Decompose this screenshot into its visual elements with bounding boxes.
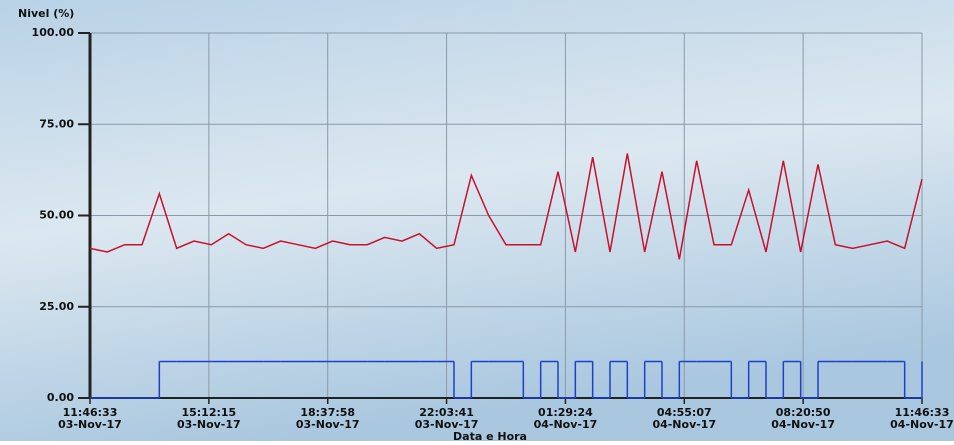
x-tick-label: 03-Nov-17 xyxy=(177,418,241,431)
y-tick-label: 0.00 xyxy=(47,391,74,404)
x-tick-label: 04-Nov-17 xyxy=(534,418,598,431)
chart-title: Nivel (%) xyxy=(18,7,74,20)
chart: Nivel (%) Data e Hora 0.00 25.00 50.00 75.0… xyxy=(0,0,954,441)
background xyxy=(0,0,954,441)
x-axis-title: Data e Hora xyxy=(453,430,527,441)
page: Nivel (%) Data e Hora 0.00 25.00 50.00 75.0… xyxy=(0,0,954,441)
y-tick-label: 75.00 xyxy=(39,117,74,130)
x-tick-label: 04-Nov-17 xyxy=(652,418,716,431)
x-tick-label: 03-Nov-17 xyxy=(58,418,122,431)
x-tick-label: 03-Nov-17 xyxy=(415,418,479,431)
y-tick-label: 25.00 xyxy=(39,300,74,313)
y-tick-label: 100.00 xyxy=(32,26,75,39)
x-tick-label: 04-Nov-17 xyxy=(890,418,954,431)
x-tick-label: 04-Nov-17 xyxy=(771,418,835,431)
y-tick-label: 50.00 xyxy=(39,209,74,222)
x-tick-label: 03-Nov-17 xyxy=(296,418,360,431)
